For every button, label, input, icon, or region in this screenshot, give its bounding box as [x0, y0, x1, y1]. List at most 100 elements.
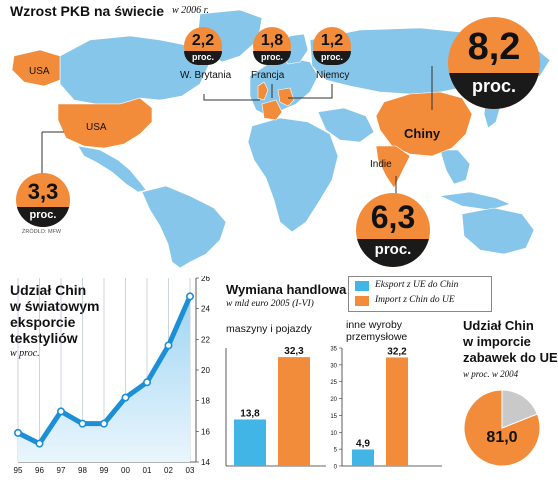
trade-legend: Eksport z UE do Chin Import z Chin do UE: [348, 276, 492, 312]
bar-value-label: 13,8: [240, 408, 260, 419]
line-chart-x-tick-label: 00: [121, 466, 130, 475]
southeast-asia-shape: [439, 149, 471, 185]
panel1-title: maszyny i pojazdy: [226, 323, 312, 335]
usa-label: USA: [86, 122, 107, 133]
toys-title-l3: zabawek do UE: [463, 350, 558, 365]
map-source: ŹRÓDŁO: MFW: [22, 229, 62, 235]
line-chart-x-tick-label: 98: [78, 466, 87, 475]
uk-label: W. Brytania: [180, 70, 232, 81]
textiles-line-chart: 95 96 97 98 99 00 01 02 03 14 16 18 20 22 24 26: [14, 276, 211, 475]
map-title: Wzrost PKB na świecie: [10, 3, 165, 19]
line-chart-area: [18, 296, 190, 462]
india-growth-value: 6,3: [370, 199, 416, 235]
line-chart-x-tick-label: 03: [186, 466, 195, 475]
india-growth-unit: proc.: [374, 241, 412, 258]
alaska-shape: [11, 49, 61, 87]
south-america-shape: [141, 185, 227, 268]
bar-y-tick-label: 0: [334, 465, 338, 471]
trade-subtitle: w mld euro 2005 (I-VI): [226, 299, 314, 309]
france-growth-unit: proc.: [260, 52, 283, 62]
bar-y-tick-label: 15: [330, 414, 337, 420]
toys-title-l2: w imporcie: [463, 334, 531, 349]
germany-growth-bubble: 1,2 proc.: [313, 27, 351, 65]
line-chart-x-tick-label: 01: [143, 466, 152, 475]
line-chart-y-tick-label: 26: [201, 276, 210, 283]
france-growth-bubble: 1,8 proc.: [253, 27, 291, 65]
bar-export: [234, 419, 266, 466]
indonesia-shape: [438, 191, 511, 211]
mexico-shape: [77, 145, 147, 193]
line-chart-y-tick-label: 16: [201, 427, 210, 436]
africa-shape: [247, 117, 339, 233]
pie-value-label: 81,0: [486, 429, 517, 446]
pie-slice-china: [463, 389, 541, 467]
bar-y-tick-label: 35: [330, 347, 337, 353]
line-chart-point: [35, 439, 44, 448]
trade-bar-charts: 13,8 32,3 4,9 32,2 0 5 10 15 20 25 30 35: [225, 346, 442, 471]
canada-shape: [59, 35, 211, 105]
panel2-title-l1: inne wyroby: [346, 319, 403, 331]
uk-growth-unit: proc.: [191, 52, 214, 62]
line-chart-y-tick-label: 14: [201, 458, 210, 467]
trade-title: Wymiana handlowa: [226, 282, 347, 297]
usa-growth-bubble: 3,3 proc.: [16, 173, 70, 227]
toys-pie-chart: 81,0: [463, 389, 541, 467]
india-growth-bubble: 6,3 proc.: [356, 193, 430, 267]
bar-import: [386, 357, 408, 466]
middle-east-shape: [317, 107, 375, 143]
usa-growth-value: 3,3: [27, 179, 59, 204]
usa-shape: [57, 97, 153, 149]
bar-y-tick-label: 25: [330, 380, 337, 386]
bar-y-tick-label: 20: [330, 397, 337, 403]
toys-title-l1: Udział Chin: [463, 318, 534, 333]
line-chart-y-tick-label: 22: [201, 335, 210, 344]
toys-subtitle: w proc. w 2004: [463, 369, 519, 379]
panel2-title-l2: przemysłowe: [346, 331, 408, 343]
india-label: Indie: [370, 159, 392, 170]
map-subtitle: w 2006 r.: [172, 5, 209, 16]
bar-y-tick-label: 5: [334, 448, 338, 454]
line-chart-point: [121, 393, 130, 402]
france-label: Francja: [251, 70, 285, 81]
line-chart-x-tick-label: 97: [57, 466, 66, 475]
uk-growth-value: 2,2: [191, 32, 215, 49]
alaska-label: USA: [29, 66, 50, 77]
china-growth-bubble: 8,2 proc.: [448, 17, 540, 109]
france-growth-value: 1,8: [260, 32, 284, 49]
uk-shape: [257, 81, 269, 101]
bar-y-tick-label: 30: [330, 363, 337, 369]
line-chart-point: [186, 292, 195, 301]
textiles-title-l2: w światowym: [10, 298, 100, 314]
line-chart-point: [78, 419, 87, 428]
usa-growth-unit: proc.: [29, 209, 57, 221]
line-chart-y-tick-label: 20: [201, 366, 210, 375]
line-chart-y-tick-label: 24: [201, 305, 210, 314]
line-chart-x-tick-label: 02: [164, 466, 173, 475]
pie-slice-other: [501, 389, 538, 429]
germany-growth-value: 1,2: [320, 32, 344, 49]
bar-y-tick-label: 10: [330, 431, 337, 437]
bar-value-label: 32,3: [284, 346, 304, 357]
gdp-map-section: Wzrost PKB na świecie w 2006 r. USA USA …: [10, 3, 551, 268]
bar-value-label: 32,2: [387, 346, 407, 357]
line-chart-x-tick-label: 96: [35, 466, 44, 475]
australia-shape: [461, 207, 535, 255]
germany-growth-unit: proc.: [320, 52, 343, 62]
bar-import: [278, 357, 310, 466]
france-shape: [261, 99, 283, 121]
line-chart-point: [100, 419, 109, 428]
line-chart-point: [143, 378, 152, 387]
textiles-title-l1: Udział Chin: [10, 282, 87, 298]
line-chart-point: [164, 341, 173, 350]
textiles-title-l3: eksporcie: [10, 314, 76, 330]
line-chart-point: [56, 407, 65, 416]
bar-export: [352, 449, 374, 466]
uk-growth-bubble: 2,2 proc.: [184, 27, 222, 65]
germany-shape: [277, 87, 295, 107]
legend-swatch-export: [355, 281, 369, 291]
china-growth-unit: proc.: [471, 76, 516, 96]
line-chart-x-tick-label: 99: [100, 466, 109, 475]
line-chart-point: [14, 428, 23, 437]
textiles-unit: w proc.: [10, 348, 40, 359]
legend-label-import: Import z Chin do UE: [375, 295, 455, 305]
